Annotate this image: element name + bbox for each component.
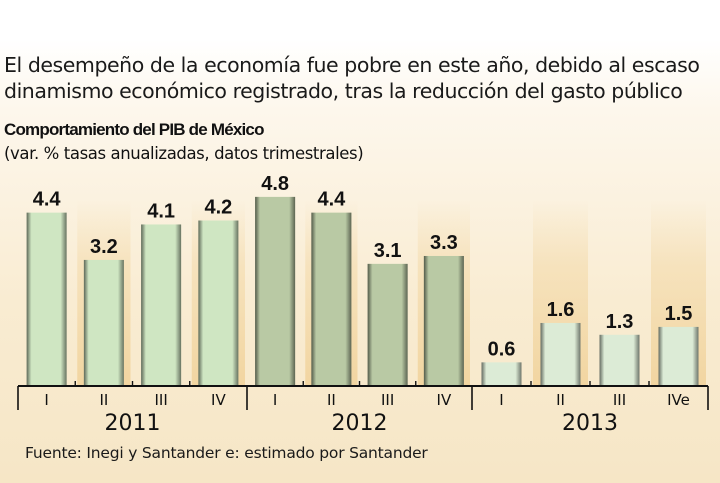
value-labels-layer: 4.4 3.2 4.1 4.2 4.8 4.4 3.1 3.3 0.6 1.6 1.3 1.5 <box>33 173 693 360</box>
year-label: 2011 <box>105 411 161 436</box>
quarter-label: I <box>273 391 277 409</box>
value-label: 0.6 <box>488 338 516 360</box>
value-label: 3.2 <box>90 236 118 258</box>
quarter-label: II <box>327 391 336 409</box>
value-label: 4.8 <box>261 173 289 195</box>
bar-shade <box>658 326 699 386</box>
value-label: 4.4 <box>317 189 346 211</box>
bars-layer <box>26 196 699 386</box>
bar-shade <box>540 322 581 386</box>
chart-title: Comportamiento del PIB de México <box>4 120 264 139</box>
value-label: 3.3 <box>430 232 458 254</box>
quarter-label: IV <box>437 391 452 409</box>
bar-shade <box>255 196 296 386</box>
value-label: 4.4 <box>33 189 62 211</box>
quarter-label: II <box>556 391 565 409</box>
bar-shade <box>83 259 124 386</box>
value-label: 1.6 <box>547 299 575 321</box>
bar-shade <box>198 220 239 386</box>
quarter-label: I <box>44 391 48 409</box>
bar-shade <box>26 212 67 386</box>
quarter-label: III <box>613 391 626 409</box>
chart-subtitle: (var. % tasas anualizadas, datos trimest… <box>4 144 364 163</box>
bar-shade <box>423 255 464 386</box>
bar-shade <box>367 263 408 386</box>
value-label: 4.2 <box>204 197 232 219</box>
quarter-label: I <box>499 391 503 409</box>
source-note: Fuente: Inegi y Santander e: estimado po… <box>25 444 428 462</box>
year-label: 2012 <box>332 411 388 436</box>
headline: El desempeño de la economía fue pobre en… <box>4 53 700 103</box>
quarter-label: III <box>154 391 167 409</box>
value-label: 1.5 <box>665 303 693 325</box>
year-label: 2013 <box>562 411 618 436</box>
bar-shade <box>311 212 352 386</box>
value-label: 1.3 <box>606 311 634 333</box>
value-label: 4.1 <box>147 200 175 222</box>
quarter-label: IV <box>211 391 226 409</box>
quarter-label: IVe <box>667 391 690 409</box>
bar-shade <box>141 224 182 386</box>
quarter-label: II <box>99 391 108 409</box>
quarter-label: III <box>381 391 394 409</box>
value-label: 3.1 <box>374 240 402 262</box>
bar-shade <box>599 334 640 386</box>
bar-shade <box>481 362 522 386</box>
